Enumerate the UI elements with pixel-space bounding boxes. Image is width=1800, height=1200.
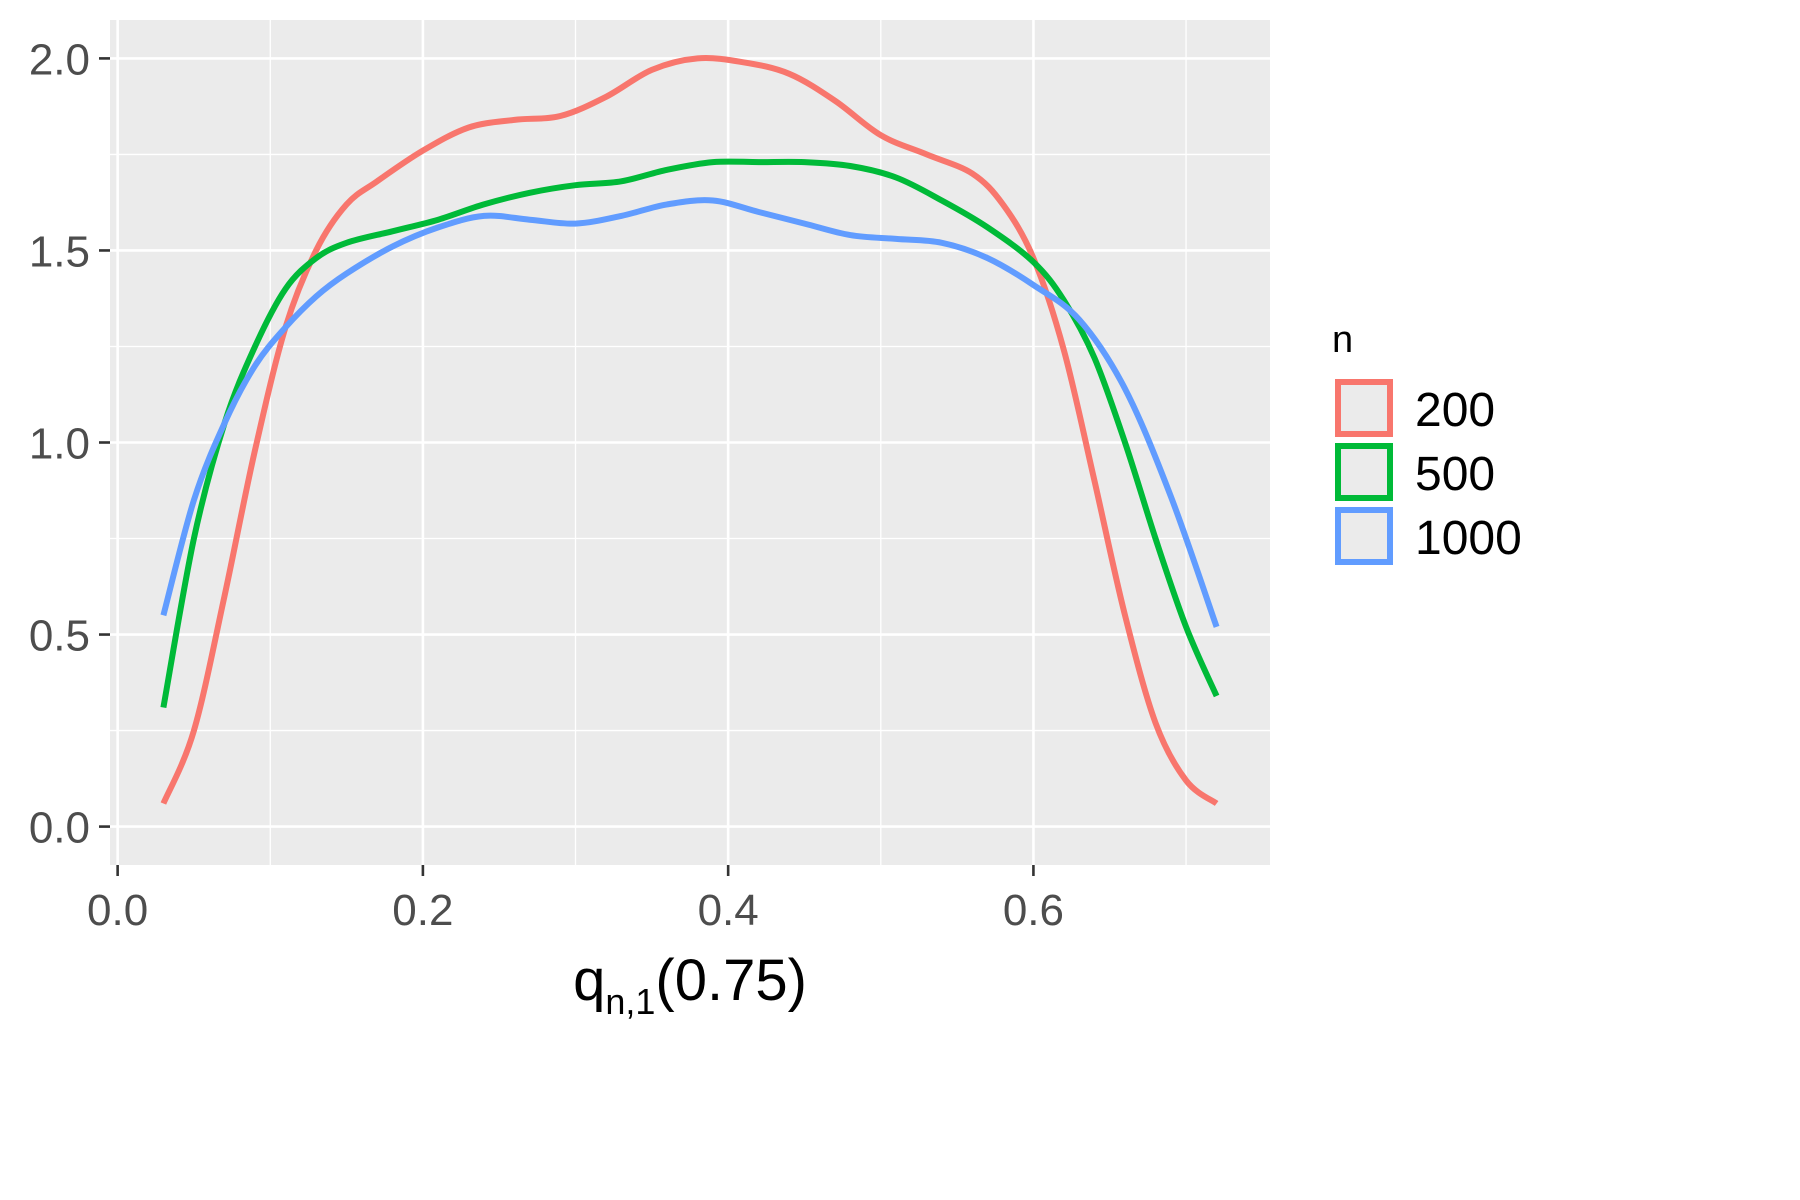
x-axis-title-main: q [573, 948, 605, 1013]
x-tick-label: 0.6 [1003, 886, 1064, 935]
x-tick-label: 0.0 [87, 886, 148, 935]
x-axis-title-suffix: (0.75) [655, 948, 807, 1013]
y-tick-label: 0.5 [29, 612, 90, 661]
legend-key-500 [1335, 443, 1393, 501]
legend-label-200: 200 [1415, 384, 1495, 437]
x-tick-label: 0.2 [392, 886, 453, 935]
legend: n 200 500 1000 [1332, 319, 1522, 565]
legend-key-1000 [1335, 507, 1393, 565]
y-tick-label: 0.0 [29, 804, 90, 853]
legend-label-1000: 1000 [1415, 512, 1522, 565]
legend-label-500: 500 [1415, 448, 1495, 501]
series-lines [160, 55, 1220, 807]
x-axis-title: qn,1(0.75) [573, 948, 807, 1022]
y-axis: 0.0 0.5 1.0 1.5 2.0 [29, 35, 110, 853]
x-axis: 0.0 0.2 0.4 0.6 [87, 865, 1064, 935]
y-tick-label: 1.0 [29, 420, 90, 469]
series-line-500 [160, 158, 1220, 709]
series-line-1000 [160, 197, 1220, 628]
y-tick-label: 1.5 [29, 227, 90, 276]
series-line-200 [160, 55, 1219, 807]
legend-title: n [1332, 319, 1353, 361]
y-tick-label: 2.0 [29, 35, 90, 84]
x-axis-title-subscript: n,1 [605, 981, 655, 1022]
legend-key-200 [1335, 379, 1393, 437]
x-tick-label: 0.4 [698, 886, 759, 935]
